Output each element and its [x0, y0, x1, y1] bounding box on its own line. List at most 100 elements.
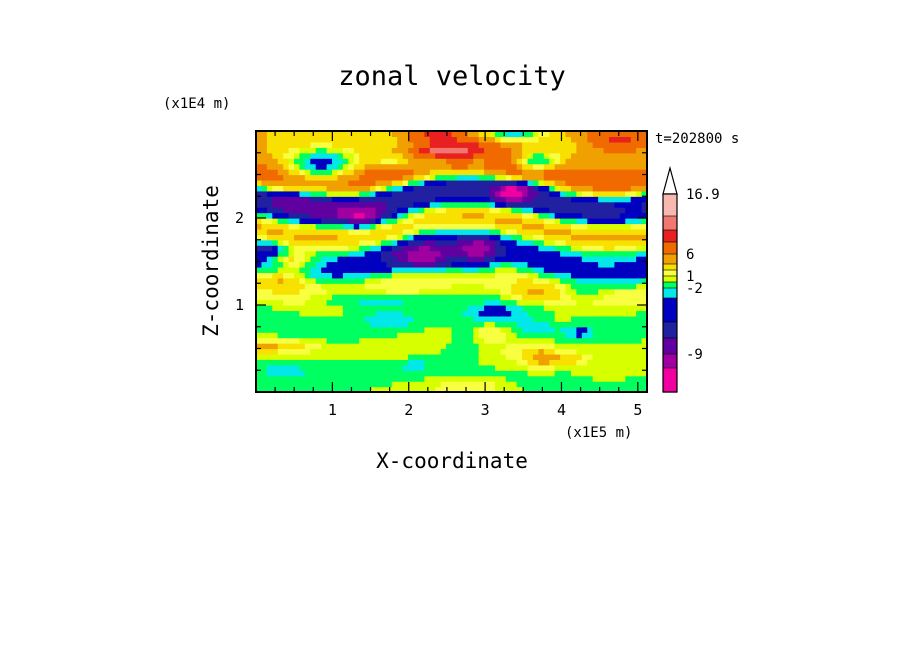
heatmap-cell	[619, 234, 626, 241]
heatmap-cell	[636, 261, 643, 268]
heatmap-cell	[294, 370, 301, 377]
heatmap-cell	[641, 337, 648, 344]
heatmap-cell	[581, 185, 588, 192]
heatmap-cell	[456, 179, 463, 186]
heatmap-cell	[418, 277, 425, 284]
heatmap-cell	[592, 277, 599, 284]
heatmap-cell	[321, 353, 328, 360]
heatmap-cell	[310, 359, 317, 366]
heatmap-cell	[554, 147, 561, 154]
heatmap-cell	[603, 234, 610, 241]
heatmap-cell	[614, 207, 621, 214]
heatmap-cell	[587, 131, 594, 138]
heatmap-cell	[581, 375, 588, 382]
heatmap-cell	[532, 364, 539, 371]
heatmap-cell	[418, 386, 425, 393]
heatmap-cell	[321, 283, 328, 290]
heatmap-cell	[489, 234, 496, 241]
heatmap-cell	[516, 212, 523, 219]
heatmap-cell	[315, 228, 322, 235]
heatmap-cell	[332, 163, 339, 170]
heatmap-cell	[560, 250, 567, 257]
heatmap-cell	[435, 169, 442, 176]
heatmap-cell	[364, 375, 371, 382]
heatmap-cell	[435, 386, 442, 393]
heatmap-cell	[342, 272, 349, 279]
heatmap-cell	[636, 305, 643, 312]
heatmap-cell	[500, 326, 507, 333]
heatmap-cell	[641, 256, 648, 263]
heatmap-cell	[625, 239, 632, 246]
heatmap-cell	[500, 386, 507, 393]
heatmap-cell	[527, 234, 534, 241]
heatmap-cell	[549, 250, 556, 257]
heatmap-cell	[359, 386, 366, 393]
heatmap-cell	[332, 343, 339, 350]
heatmap-cell	[532, 321, 539, 328]
heatmap-cell	[283, 152, 290, 159]
heatmap-cell	[375, 370, 382, 377]
heatmap-cell	[565, 228, 572, 235]
heatmap-cell	[467, 223, 474, 230]
heatmap-cell	[641, 239, 648, 246]
heatmap-cell	[554, 332, 561, 339]
heatmap-cell	[565, 277, 572, 284]
heatmap-cell	[532, 245, 539, 252]
heatmap-cell	[288, 272, 295, 279]
heatmap-cell	[380, 359, 387, 366]
heatmap-cell	[370, 185, 377, 192]
heatmap-cell	[456, 364, 463, 371]
heatmap-cell	[505, 299, 512, 306]
heatmap-cell	[603, 131, 610, 138]
heatmap-cell	[391, 256, 398, 263]
heatmap-cell	[462, 250, 469, 257]
heatmap-cell	[598, 163, 605, 170]
heatmap-cell	[581, 158, 588, 165]
heatmap-cell	[277, 245, 284, 252]
heatmap-cell	[641, 131, 648, 138]
heatmap-cell	[348, 190, 355, 197]
heatmap-cell	[467, 201, 474, 208]
heatmap-cell	[489, 196, 496, 203]
heatmap-cell	[598, 158, 605, 165]
heatmap-cell	[636, 321, 643, 328]
heatmap-cell	[560, 277, 567, 284]
heatmap-cell	[342, 370, 349, 377]
heatmap-cell	[261, 288, 268, 295]
heatmap-cell	[283, 315, 290, 322]
heatmap-cell	[440, 272, 447, 279]
heatmap-cell	[511, 223, 518, 230]
heatmap-cell	[342, 261, 349, 268]
heatmap-cell	[446, 245, 453, 252]
heatmap-cell	[364, 266, 371, 273]
heatmap-cell	[408, 245, 415, 252]
heatmap-cell	[592, 364, 599, 371]
heatmap-cell	[266, 174, 273, 181]
heatmap-cell	[511, 207, 518, 214]
heatmap-cell	[348, 359, 355, 366]
heatmap-cell	[489, 343, 496, 350]
heatmap-cell	[592, 179, 599, 186]
heatmap-cell	[256, 141, 263, 148]
heatmap-cell	[424, 321, 431, 328]
heatmap-cell	[630, 179, 637, 186]
heatmap-cell	[304, 218, 311, 225]
heatmap-cell	[304, 190, 311, 197]
heatmap-cell	[283, 343, 290, 350]
heatmap-cell	[489, 223, 496, 230]
heatmap-cell	[391, 163, 398, 170]
heatmap-cell	[310, 348, 317, 355]
heatmap-cell	[565, 147, 572, 154]
heatmap-cell	[560, 386, 567, 393]
heatmap-cell	[451, 337, 458, 344]
heatmap-cell	[581, 305, 588, 312]
heatmap-cell	[505, 228, 512, 235]
heatmap-cell	[440, 266, 447, 273]
heatmap-cell	[516, 321, 523, 328]
heatmap-cell	[538, 152, 545, 159]
heatmap-cell	[451, 386, 458, 393]
heatmap-cell	[424, 234, 431, 241]
heatmap-cell	[619, 196, 626, 203]
heatmap-cell	[429, 256, 436, 263]
heatmap-cell	[337, 310, 344, 317]
